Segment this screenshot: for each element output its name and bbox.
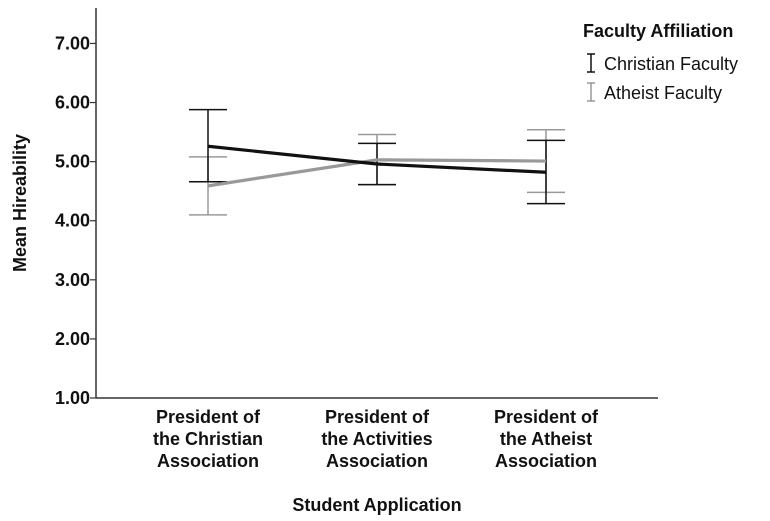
- x-category-label-line: Association: [495, 451, 597, 471]
- y-tick-label: 1.00: [55, 388, 90, 408]
- legend-item: Atheist Faculty: [587, 82, 722, 103]
- legend-item: Christian Faculty: [587, 53, 738, 74]
- y-tick-label: 6.00: [55, 93, 90, 113]
- x-category-label-line: President of: [494, 407, 599, 427]
- x-category-label: President of the Atheist Association: [494, 407, 599, 471]
- x-category-label-line: Association: [326, 451, 428, 471]
- series-line-atheist-faculty: [207, 158, 547, 188]
- y-tick-label: 7.00: [55, 33, 90, 53]
- legend: Faculty Affiliation Christian Faculty Ath…: [583, 21, 738, 103]
- x-category-label-line: the Atheist: [500, 429, 592, 449]
- series-layer: [189, 108, 565, 216]
- error-bars-christian-faculty: [189, 108, 565, 205]
- x-category-label: President of the Christian Association: [153, 407, 263, 471]
- x-axis-title: Student Application: [292, 495, 461, 515]
- legend-title: Faculty Affiliation: [583, 21, 733, 41]
- y-tick-label: 5.00: [55, 152, 90, 172]
- legend-label: Christian Faculty: [604, 54, 738, 74]
- y-axis-title: Mean Hireability: [10, 134, 30, 272]
- x-category-label-line: President of: [325, 407, 430, 427]
- legend-label: Atheist Faculty: [604, 83, 722, 103]
- x-category-label-line: Association: [157, 451, 259, 471]
- x-category-group: President of the Christian AssociationPres…: [153, 407, 599, 471]
- x-category-label-line: the Activities: [321, 429, 432, 449]
- x-category-label: President of the Activities Association: [321, 407, 432, 471]
- axes: [95, 8, 658, 399]
- y-tick-group: 1.00 2.00 3.00 4.00 5.00 6.00 7.00: [55, 33, 96, 408]
- x-category-label-line: the Christian: [153, 429, 263, 449]
- y-tick-label: 2.00: [55, 329, 90, 349]
- y-tick-label: 3.00: [55, 270, 90, 290]
- x-category-label-line: President of: [156, 407, 261, 427]
- series-line-christian-faculty: [207, 144, 547, 174]
- y-tick-label: 4.00: [55, 211, 90, 231]
- legend-items: Christian Faculty Atheist Faculty: [587, 53, 738, 103]
